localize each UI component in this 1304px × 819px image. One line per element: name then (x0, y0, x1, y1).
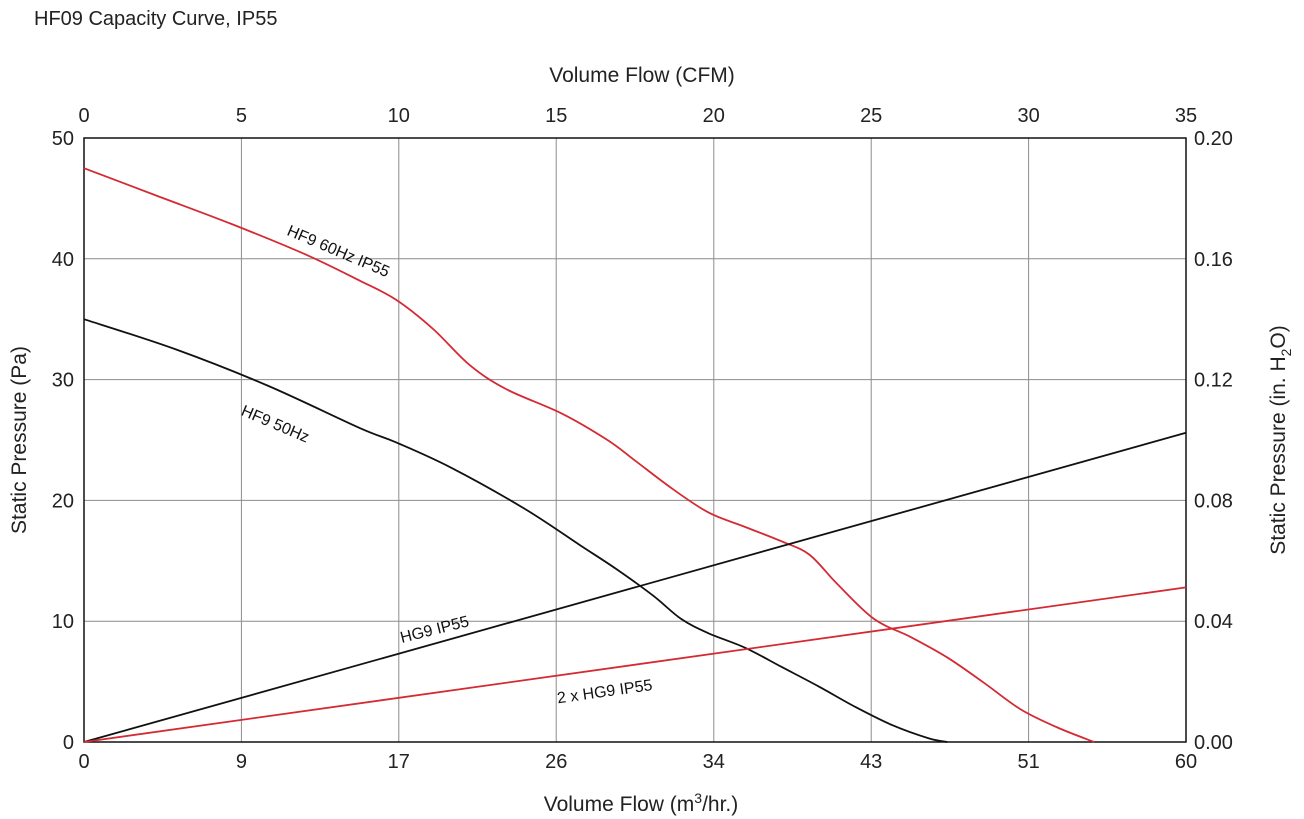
x-tick-label-bottom: 17 (388, 751, 410, 773)
x-tick-label-top: 25 (860, 105, 882, 127)
grid-lines (83, 137, 1187, 743)
y-tick-label-right: 0.16 (1194, 249, 1233, 271)
x-tick-label-top: 30 (1017, 105, 1039, 127)
x-tick-label-bottom: 0 (78, 751, 89, 773)
y-tick-label-left: 40 (52, 249, 74, 271)
y-tick-label-left: 20 (52, 490, 74, 512)
y-axis-title-right-main: Static Pressure (in. H (1267, 356, 1290, 554)
x-tick-label-top: 10 (388, 105, 410, 127)
y-tick-label-left: 0 (63, 732, 74, 754)
x-tick-label-bottom: 51 (1017, 751, 1039, 773)
x-tick-label-top: 5 (236, 105, 247, 127)
series-line-hg9-ip55 (83, 431, 1187, 743)
y-tick-label-right: 0.12 (1194, 370, 1233, 392)
x-tick-label-bottom: 34 (703, 751, 725, 773)
y-tick-label-left: 10 (52, 611, 74, 633)
y-tick-label-right: 0.04 (1194, 611, 1233, 633)
y-axis-title-left: Static Pressure (Pa) (8, 346, 31, 534)
y-tick-label-right: 0.00 (1194, 732, 1233, 754)
y-tick-label-left: 30 (52, 370, 74, 392)
x-axis-title-bottom-superscript: 3 (694, 790, 702, 806)
x-axis-title-bottom-end: /hr.) (702, 793, 738, 816)
curve-label-hg9-ip55: HG9 IP55 (399, 613, 471, 647)
x-tick-label-top: 15 (545, 105, 567, 127)
plot-frame (83, 137, 1187, 743)
series-lines (83, 167, 1187, 743)
curve-label-2-x-hg9-ip55: 2 x HG9 IP55 (556, 677, 654, 707)
y-tick-label-left: 50 (52, 128, 74, 150)
x-tick-label-bottom: 26 (545, 751, 567, 773)
x-axis-title-bottom-main: Volume Flow (m (544, 793, 695, 816)
y-axis-title-right-subscript: 2 (1278, 348, 1294, 356)
series-line-2-x-hg9-ip55 (83, 586, 1187, 743)
x-tick-label-top: 0 (78, 105, 89, 127)
x-tick-label-bottom: 43 (860, 751, 882, 773)
x-tick-label-bottom: 9 (236, 751, 247, 773)
y-axis-title-right: Static Pressure (in. H2O) (1267, 325, 1294, 555)
y-axis-title-right-end: O) (1267, 325, 1290, 348)
page-title: HF09 Capacity Curve, IP55 (34, 8, 278, 30)
series-line-hf9-60hz-ip55 (83, 167, 1095, 743)
x-tick-label-top: 35 (1175, 105, 1197, 127)
tick-labels: 0 9 17 26 34 43 51 60 0 5 10 15 20 25 30 35 0 10 20 30 40 50 0… (52, 105, 1233, 773)
y-tick-label-right: 0.08 (1194, 490, 1233, 512)
series-line-hf9-50hz (83, 318, 948, 743)
curve-label-hf9-50hz: HF9 50Hz (239, 403, 312, 447)
x-axis-title-top: Volume Flow (CFM) (549, 64, 735, 87)
x-tick-label-top: 20 (703, 105, 725, 127)
y-tick-label-right: 0.20 (1194, 128, 1233, 150)
x-axis-title-bottom: Volume Flow (m3/hr.) (544, 790, 739, 816)
x-tick-label-bottom: 60 (1175, 751, 1197, 773)
